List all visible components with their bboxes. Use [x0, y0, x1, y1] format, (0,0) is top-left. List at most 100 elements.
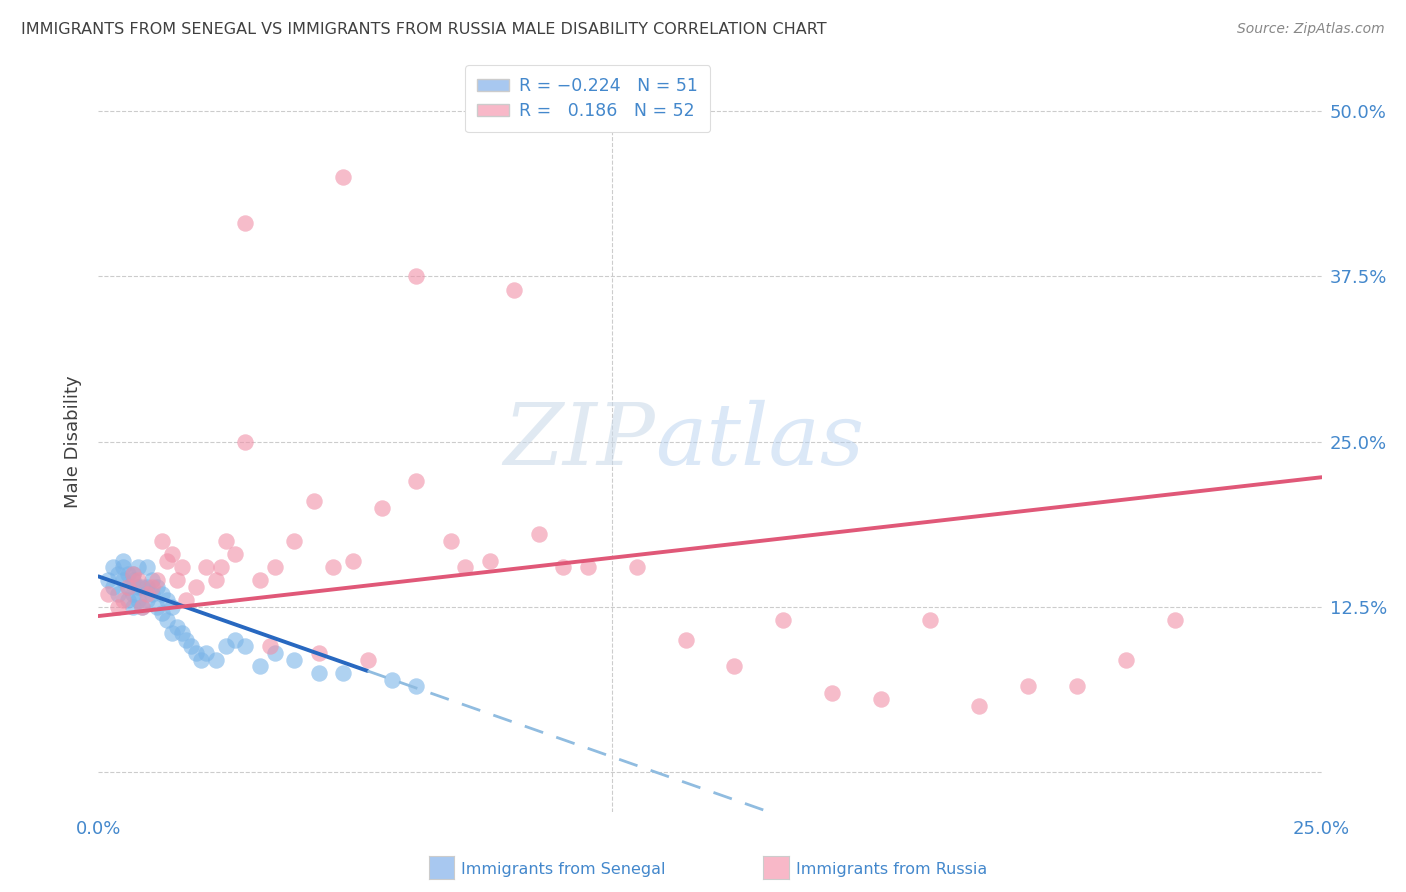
- Point: [107, 566, 129, 581]
- Point: [121, 566, 143, 581]
- Point: [233, 216, 256, 230]
- Point: [101, 580, 124, 594]
- Point: [141, 580, 163, 594]
- Point: [117, 580, 139, 594]
- Point: [166, 574, 188, 588]
- Point: [772, 613, 794, 627]
- Point: [150, 533, 173, 548]
- Text: ZIP: ZIP: [503, 401, 655, 483]
- Point: [150, 607, 173, 621]
- Point: [440, 533, 463, 548]
- Point: [821, 686, 844, 700]
- Point: [405, 269, 427, 284]
- Point: [371, 500, 394, 515]
- Point: [405, 474, 427, 488]
- Text: atlas: atlas: [655, 401, 865, 483]
- Point: [1115, 653, 1137, 667]
- Point: [180, 640, 202, 654]
- Point: [205, 653, 228, 667]
- Point: [127, 574, 149, 588]
- Point: [723, 659, 745, 673]
- Point: [263, 646, 285, 660]
- Point: [111, 593, 134, 607]
- Text: Immigrants from Senegal: Immigrants from Senegal: [461, 863, 665, 877]
- Point: [136, 560, 159, 574]
- Point: [322, 560, 344, 574]
- Point: [186, 580, 208, 594]
- Point: [131, 580, 153, 594]
- Legend: R = −0.224   N = 51, R =   0.186   N = 52: R = −0.224 N = 51, R = 0.186 N = 52: [465, 65, 710, 133]
- Point: [146, 599, 169, 614]
- Point: [259, 640, 281, 654]
- Point: [1164, 613, 1187, 627]
- Point: [117, 593, 139, 607]
- Point: [186, 646, 208, 660]
- Point: [176, 632, 198, 647]
- Point: [332, 665, 354, 680]
- Point: [503, 283, 526, 297]
- Text: IMMIGRANTS FROM SENEGAL VS IMMIGRANTS FROM RUSSIA MALE DISABILITY CORRELATION CH: IMMIGRANTS FROM SENEGAL VS IMMIGRANTS FR…: [21, 22, 827, 37]
- Point: [356, 653, 378, 667]
- Point: [117, 580, 139, 594]
- Point: [967, 698, 990, 713]
- Point: [117, 566, 139, 581]
- Point: [870, 692, 893, 706]
- Point: [214, 533, 236, 548]
- Point: [214, 640, 236, 654]
- Point: [342, 553, 364, 567]
- Point: [283, 653, 305, 667]
- Point: [127, 593, 149, 607]
- Point: [131, 599, 153, 614]
- Point: [166, 619, 188, 633]
- Point: [176, 593, 198, 607]
- Point: [97, 586, 120, 600]
- Point: [150, 586, 173, 600]
- Point: [224, 547, 246, 561]
- Point: [121, 599, 143, 614]
- Point: [233, 434, 256, 449]
- Point: [121, 574, 143, 588]
- Point: [405, 679, 427, 693]
- Point: [146, 580, 169, 594]
- Point: [136, 593, 159, 607]
- Point: [249, 574, 271, 588]
- Point: [156, 553, 179, 567]
- Point: [1017, 679, 1039, 693]
- Point: [553, 560, 575, 574]
- Point: [170, 560, 193, 574]
- Point: [156, 593, 179, 607]
- Point: [675, 632, 697, 647]
- Point: [302, 494, 325, 508]
- Point: [107, 586, 129, 600]
- Point: [224, 632, 246, 647]
- Point: [107, 599, 129, 614]
- Point: [170, 626, 193, 640]
- Point: [136, 580, 159, 594]
- Point: [249, 659, 271, 673]
- Point: [190, 653, 212, 667]
- Point: [308, 646, 330, 660]
- Point: [381, 673, 404, 687]
- Point: [160, 547, 183, 561]
- Point: [131, 599, 153, 614]
- Point: [146, 574, 169, 588]
- Point: [127, 580, 149, 594]
- Point: [1066, 679, 1088, 693]
- Point: [111, 574, 134, 588]
- Point: [156, 613, 179, 627]
- Point: [136, 586, 159, 600]
- Point: [160, 599, 183, 614]
- Point: [308, 665, 330, 680]
- Point: [263, 560, 285, 574]
- Point: [920, 613, 942, 627]
- Point: [101, 560, 124, 574]
- Point: [121, 566, 143, 581]
- Point: [454, 560, 477, 574]
- Text: Immigrants from Russia: Immigrants from Russia: [796, 863, 987, 877]
- Point: [127, 560, 149, 574]
- Point: [233, 640, 256, 654]
- Point: [141, 586, 163, 600]
- Point: [209, 560, 232, 574]
- Point: [576, 560, 599, 574]
- Point: [111, 560, 134, 574]
